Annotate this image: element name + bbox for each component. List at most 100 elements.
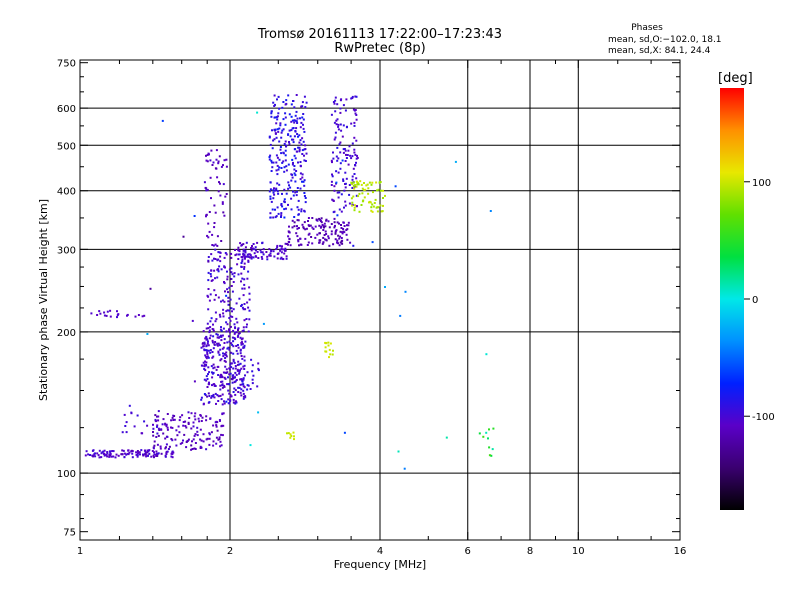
data-point — [202, 402, 205, 405]
data-point — [126, 313, 129, 316]
data-point — [377, 206, 380, 209]
data-point — [156, 452, 159, 455]
data-point — [230, 342, 233, 345]
data-point — [227, 296, 230, 299]
data-point — [324, 230, 327, 233]
data-point — [122, 449, 125, 452]
data-point — [230, 271, 233, 274]
data-point — [249, 256, 252, 259]
data-point — [291, 163, 294, 166]
data-point — [260, 256, 263, 258]
data-point — [171, 439, 174, 442]
data-point — [297, 240, 300, 243]
data-point — [248, 309, 251, 312]
data-point — [220, 398, 223, 401]
data-point — [281, 245, 283, 248]
data-point — [90, 312, 93, 315]
data-point — [209, 326, 212, 329]
data-point — [96, 314, 99, 316]
data-point — [125, 453, 128, 456]
data-point — [178, 419, 181, 422]
data-point — [275, 136, 278, 139]
y-tick-label: 600 — [57, 104, 76, 115]
data-point — [220, 433, 223, 436]
data-point — [361, 200, 364, 203]
data-point — [300, 210, 303, 213]
data-point — [234, 365, 237, 367]
data-point — [151, 450, 154, 452]
data-point — [257, 411, 260, 414]
data-point — [351, 97, 354, 99]
data-point — [328, 226, 331, 229]
data-point — [144, 453, 147, 456]
data-point — [244, 374, 246, 377]
data-point — [219, 335, 222, 338]
data-point — [220, 339, 223, 342]
data-point — [351, 187, 354, 189]
data-point — [274, 116, 277, 119]
data-point — [275, 188, 278, 191]
data-point — [185, 440, 188, 443]
data-point — [207, 222, 210, 225]
data-point — [224, 252, 227, 254]
data-point — [369, 201, 372, 204]
data-point — [221, 334, 224, 337]
data-point — [248, 298, 251, 301]
data-point — [217, 270, 220, 273]
data-point — [253, 248, 256, 251]
data-point — [339, 99, 342, 102]
data-point — [223, 265, 226, 268]
data-point — [348, 145, 351, 148]
data-point — [247, 384, 250, 387]
data-point — [269, 143, 272, 146]
data-point — [157, 419, 160, 422]
data-point — [224, 357, 227, 359]
data-point — [356, 205, 358, 208]
data-point — [300, 121, 303, 124]
data-point — [215, 424, 218, 427]
data-point — [307, 220, 309, 222]
data-point — [274, 103, 276, 106]
data-point — [136, 450, 139, 452]
data-point — [363, 182, 365, 184]
data-point — [228, 329, 231, 332]
data-point — [127, 453, 130, 456]
colorbar-tick-label: 0 — [752, 295, 758, 306]
data-point — [222, 424, 225, 427]
data-point — [153, 453, 156, 456]
data-point — [217, 251, 220, 254]
data-point — [482, 435, 485, 438]
data-point — [231, 375, 234, 378]
data-point — [303, 159, 306, 162]
data-point — [296, 122, 299, 124]
data-point — [211, 328, 214, 330]
data-point — [281, 258, 284, 260]
data-point — [205, 415, 208, 418]
data-point — [208, 230, 211, 233]
data-point — [288, 129, 291, 132]
data-point — [283, 216, 286, 219]
data-point — [220, 326, 222, 329]
data-point — [285, 102, 288, 105]
data-point — [143, 420, 146, 423]
data-point — [292, 190, 294, 193]
data-point — [321, 242, 324, 245]
data-point — [214, 421, 217, 424]
data-point — [246, 301, 249, 304]
data-point — [227, 291, 229, 294]
data-point — [272, 197, 275, 200]
data-point — [239, 369, 241, 372]
data-point — [184, 425, 187, 427]
data-point — [276, 244, 279, 247]
data-point — [223, 281, 225, 283]
data-point — [331, 198, 334, 201]
data-point — [242, 308, 245, 311]
data-point — [229, 319, 232, 322]
data-point — [232, 398, 235, 401]
data-point — [268, 254, 271, 257]
data-point — [222, 211, 225, 214]
data-point — [210, 253, 213, 256]
data-point — [331, 353, 334, 356]
data-point — [243, 303, 246, 305]
data-point — [353, 151, 356, 154]
